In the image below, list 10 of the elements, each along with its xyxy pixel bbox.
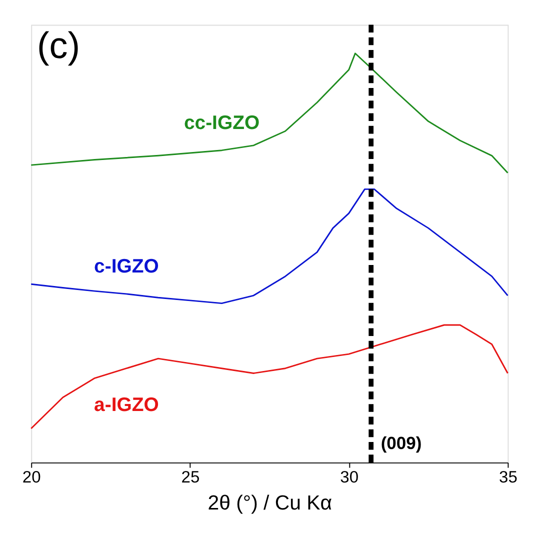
x-tick-label: 35 [499,467,518,486]
annotation: (c) [36,24,80,66]
x-tick-label: 25 [181,467,200,486]
series-label: a-IGZO [94,394,159,416]
series-label: cc-IGZO [184,112,260,134]
annotation: (009) [380,432,422,453]
series-label: c-IGZO [94,256,159,278]
x-axis-title: 2θ (°) / Cu Kα [208,492,332,515]
x-tick-label: 20 [22,467,41,486]
x-tick-label: 30 [340,467,359,486]
